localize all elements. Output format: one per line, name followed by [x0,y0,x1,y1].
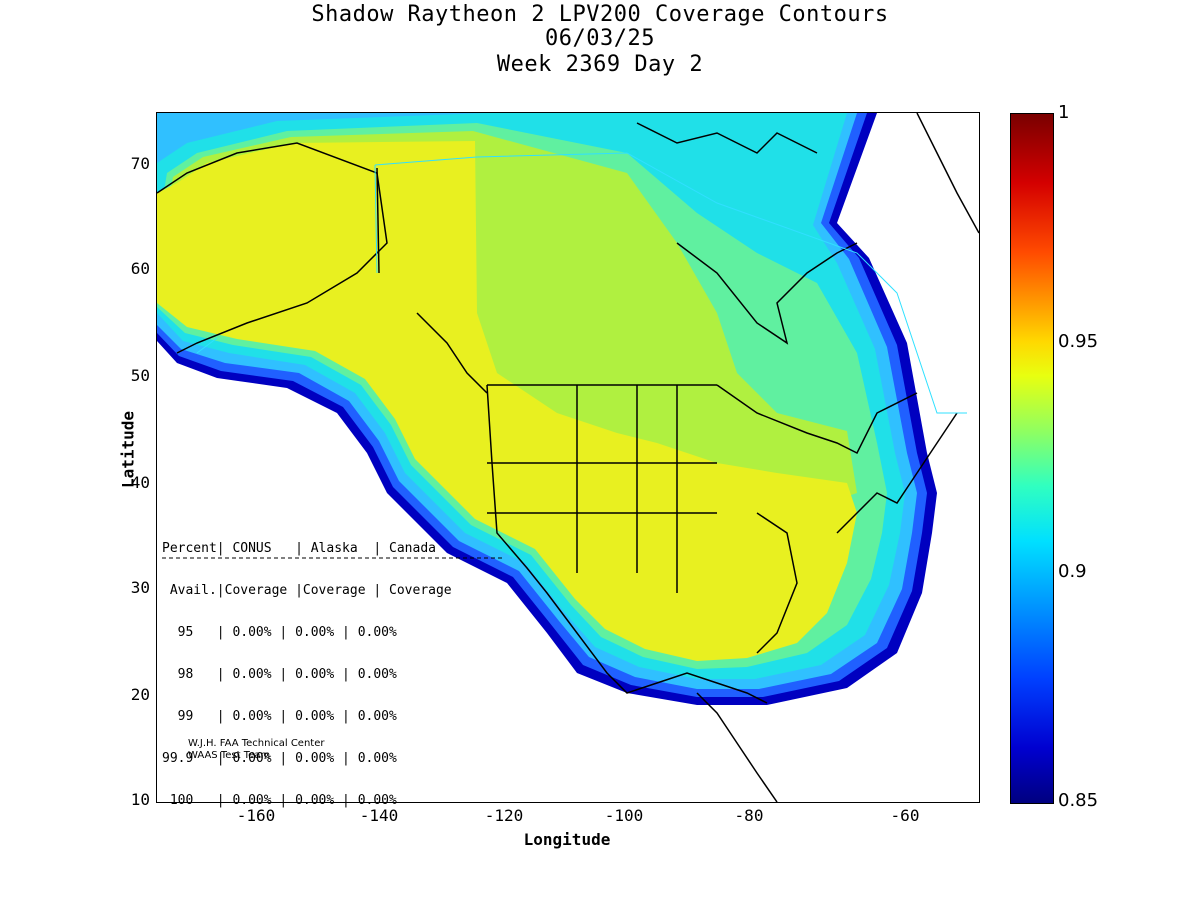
y-tick: 40 [130,473,150,492]
region-boundaries [196,152,967,414]
stats-cell: 99.9 [162,751,194,766]
y-tick: 60 [130,259,150,278]
stats-header-row-1: Percent| CONUS | Alaska | Canada [162,541,436,556]
credits: W.J.H. FAA Technical Center WAAS Test Te… [188,738,324,762]
stats-header-cell: Coverage [224,583,288,598]
stats-header-cell: Avail. [169,583,217,598]
coverage-stats-table: Percent| CONUS | Alaska | Canada Avail.|… [162,517,452,832]
stats-cell: 0.00% [357,667,397,682]
stats-cell: 0.00% [357,709,397,724]
stats-row: 100 | 0.00% | 0.00% | 0.00% [169,793,397,808]
stats-cell: 0.00% [295,751,335,766]
stats-cell: 100 [169,793,194,808]
stats-row: 98 | 0.00% | 0.00% | 0.00% [177,667,397,682]
stats-cell: 0.00% [232,751,272,766]
x-tick: -140 [359,806,399,825]
chart-date: 06/03/25 [545,26,655,51]
map-plot-area [156,112,980,803]
colorbar-tick: 0.85 [1058,790,1099,811]
stats-cell: 99 [177,709,194,724]
y-tick: 50 [130,366,150,385]
coverage-band-yellow [157,141,857,661]
stats-header-cell: Alaska [310,541,358,556]
stats-cell: 0.00% [232,709,272,724]
stats-cell: 98 [177,667,194,682]
y-tick: 70 [130,154,150,173]
stats-cell: 0.00% [357,625,397,640]
stats-header-row-2: Avail.|Coverage |Coverage | Coverage [169,583,452,598]
y-tick: 10 [130,790,150,809]
chart-week-day: Week 2369 Day 2 [496,52,704,77]
stats-cell: 0.00% [232,793,272,808]
stats-row: 99.9 | 0.00% | 0.00% | 0.00% [162,751,397,766]
x-tick: -160 [236,806,276,825]
y-tick: 30 [130,578,150,597]
stats-cell: 0.00% [295,625,335,640]
stats-header-cell: Coverage [389,583,452,598]
stats-cell: 0.00% [232,667,272,682]
y-axis-label: Latitude [118,410,138,489]
stats-row: 99 | 0.00% | 0.00% | 0.00% [177,709,397,724]
credits-line: W.J.H. FAA Technical Center [188,738,325,749]
credits-line: WAAS Test Team [188,750,271,761]
stats-header-cell: CONUS [232,541,272,556]
x-tick: -80 [734,806,764,825]
stats-cell: 0.00% [232,625,272,640]
stats-header-cell: Canada [389,541,436,556]
colorbar [1010,113,1054,804]
x-tick: -100 [604,806,644,825]
stats-header-cell: Percent [162,541,217,556]
coastline-outlines [157,113,979,802]
stats-cell: 0.00% [295,667,335,682]
stats-cell: 0.00% [357,751,397,766]
stats-row: 95 | 0.00% | 0.00% | 0.00% [177,625,397,640]
colorbar-tick: 0.9 [1058,561,1087,582]
x-tick: -120 [484,806,524,825]
x-axis-label: Longitude [523,830,611,849]
stats-cell: 0.00% [295,709,335,724]
colorbar-tick: 0.95 [1058,331,1099,352]
chart-title: Shadow Raytheon 2 LPV200 Coverage Contou… [311,2,889,27]
stats-cell: 95 [177,625,194,640]
coverage-map [157,113,979,802]
stats-cell: 0.00% [357,793,397,808]
stats-cell: 0.00% [295,793,335,808]
colorbar-tick: 1 [1058,102,1070,123]
x-tick: -60 [890,806,920,825]
stats-header-cell: Coverage [302,583,366,598]
y-tick: 20 [130,685,150,704]
